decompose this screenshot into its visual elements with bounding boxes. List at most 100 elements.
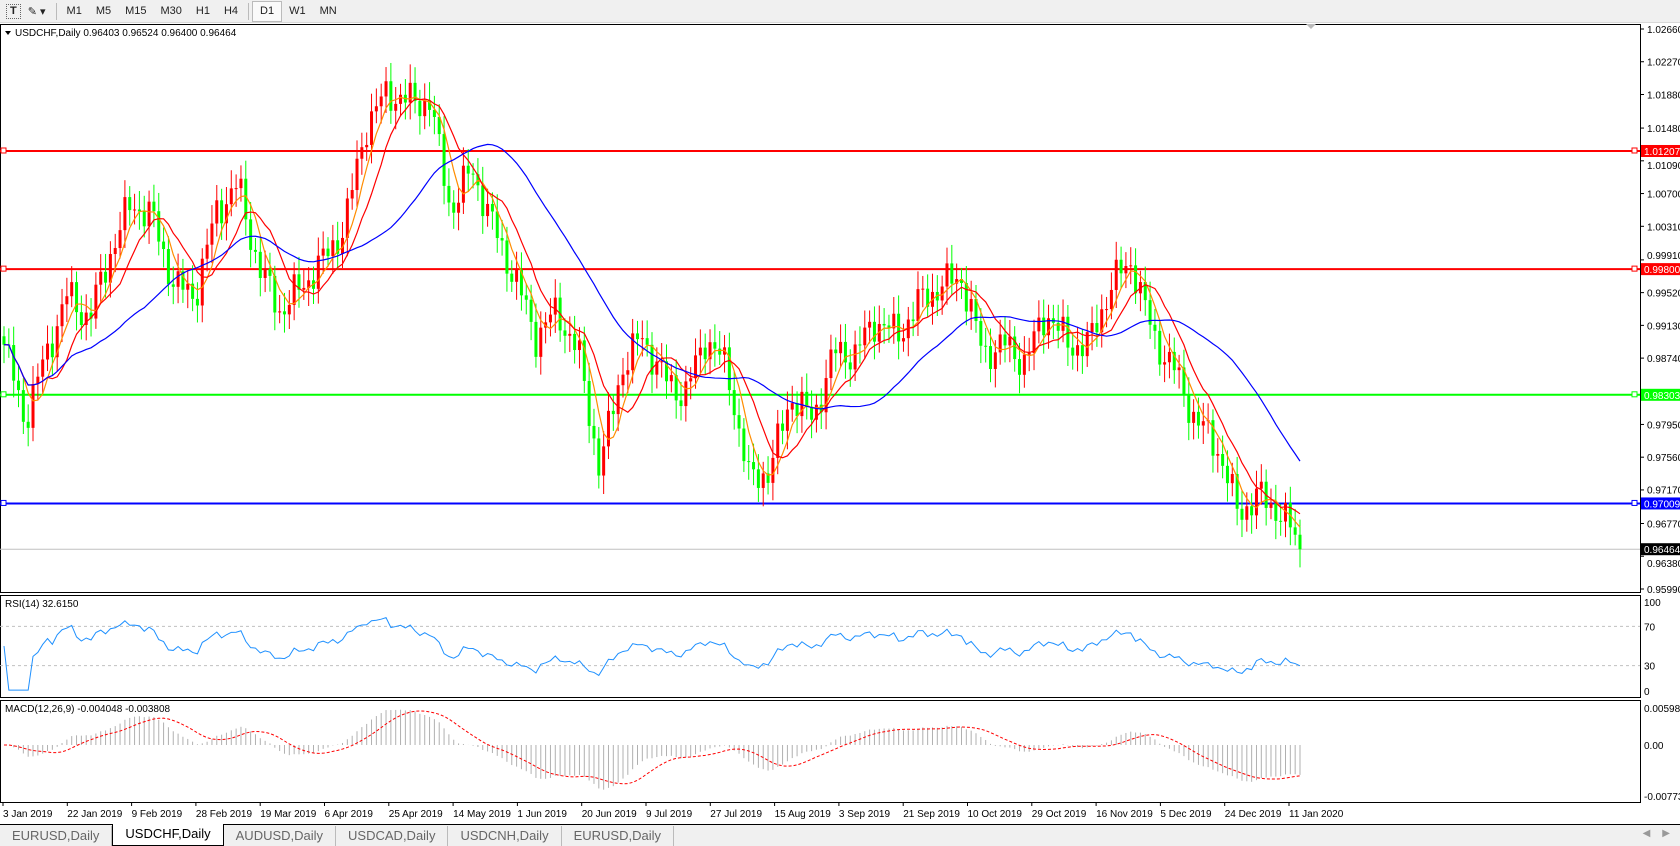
candle-body: [215, 200, 219, 224]
candle-body: [2, 336, 6, 345]
level-handle[interactable]: [1631, 265, 1638, 272]
period-h1-button[interactable]: H1: [195, 5, 210, 17]
chart-tab[interactable]: AUDUSD,Daily: [224, 826, 337, 846]
chart-tab[interactable]: USDCNH,Daily: [448, 826, 562, 846]
candle-body: [698, 347, 702, 356]
candle-body: [1182, 367, 1186, 396]
candle-body: [466, 165, 470, 174]
level-handle[interactable]: [0, 147, 7, 154]
period-d1-button[interactable]: D1: [252, 0, 283, 22]
candle-body: [413, 82, 417, 101]
candle-body: [75, 282, 79, 313]
period-m5-button[interactable]: M5: [95, 5, 112, 17]
candle-body: [824, 378, 828, 413]
candle-body: [41, 359, 45, 377]
candle-body: [781, 423, 785, 431]
level-price-badge: [1641, 263, 1680, 276]
candle-body: [350, 190, 354, 199]
candle-body: [500, 238, 504, 241]
period-m30-button[interactable]: M30: [160, 5, 182, 17]
candle-body: [341, 237, 345, 254]
candle-body: [292, 274, 296, 305]
chart-tab[interactable]: USDCHF,Daily: [112, 824, 224, 846]
period-m1-button[interactable]: M1: [66, 5, 82, 17]
candle-body: [452, 202, 456, 213]
level-handle[interactable]: [1631, 499, 1638, 506]
candle-body: [1216, 453, 1220, 456]
date-axis-label: 16 Nov 2019: [1096, 809, 1153, 820]
candle-body: [979, 321, 983, 346]
candle-body: [1196, 411, 1200, 426]
candle-body: [684, 381, 688, 407]
period-mn-button[interactable]: MN: [319, 5, 337, 17]
period-h4-button[interactable]: H4: [223, 5, 239, 17]
candle-body: [1042, 317, 1046, 336]
level-handle[interactable]: [1631, 147, 1638, 154]
candle-body: [457, 202, 461, 213]
candle-body: [195, 298, 199, 306]
candle-body: [1201, 421, 1205, 426]
level-handle[interactable]: [0, 391, 7, 398]
candle-body: [1158, 330, 1162, 365]
candle-body: [505, 240, 509, 274]
candle-body: [1085, 332, 1089, 357]
candle-body: [887, 325, 891, 329]
candle-body: [548, 314, 552, 323]
period-m15-button[interactable]: M15: [125, 5, 147, 17]
candle-body: [355, 158, 359, 191]
date-axis-label: 27 Jul 2019: [710, 809, 762, 820]
candle-body: [853, 344, 857, 370]
candle-body: [1221, 453, 1225, 466]
date-axis-label: 3 Sep 2019: [839, 809, 891, 820]
candle-body: [901, 338, 905, 342]
chart-tab[interactable]: EURUSD,Daily: [562, 826, 674, 846]
candle-body: [1283, 502, 1287, 522]
candle-body: [1293, 527, 1297, 535]
candle-body: [689, 378, 693, 382]
candle-body: [635, 333, 639, 340]
candle-body: [660, 361, 664, 363]
candle-body: [800, 391, 804, 417]
date-axis-label: 9 Jul 2019: [646, 809, 693, 820]
line-tools-icon[interactable]: ✎ ▾: [27, 5, 46, 18]
candle-body: [945, 263, 949, 287]
candle-body: [1167, 351, 1171, 363]
chart-tab[interactable]: USDCAD,Daily: [336, 826, 449, 846]
scroll-left-icon[interactable]: ◀: [1642, 828, 1651, 839]
candle-body: [36, 376, 40, 385]
candle-body: [220, 200, 224, 224]
scroll-right-icon[interactable]: ▶: [1662, 828, 1670, 839]
candle-body: [50, 343, 54, 358]
candle-body: [708, 342, 712, 360]
chart-tab[interactable]: EURUSD,Daily: [0, 826, 113, 846]
collapse-arrow-icon[interactable]: [5, 31, 11, 35]
level-price-label: 0.98303: [1644, 391, 1680, 402]
candle-body: [471, 173, 475, 175]
candle-body: [703, 347, 707, 360]
level-handle[interactable]: [0, 499, 7, 506]
candle-body: [442, 134, 446, 186]
candle-body: [147, 201, 151, 227]
candle-body: [1032, 331, 1036, 354]
candle-body: [447, 185, 451, 203]
level-price-label: 0.99800: [1644, 265, 1680, 276]
candle-body: [166, 249, 170, 285]
candle-body: [273, 275, 277, 313]
level-handle[interactable]: [1631, 391, 1638, 398]
candle-body: [655, 361, 659, 375]
candle-body: [379, 96, 383, 107]
price-axis-label: 0.97170: [1647, 485, 1680, 496]
date-axis-label: 10 Oct 2019: [968, 809, 1023, 820]
period-w1-button[interactable]: W1: [289, 5, 306, 17]
candle-body: [776, 423, 780, 458]
candle-body: [602, 446, 606, 476]
candle-body: [326, 248, 330, 257]
chart-canvas[interactable]: 1.02660 1.02270 1.01880 1.01480 1.01090 1.007…: [0, 0, 1680, 824]
toolbar-divider: [248, 2, 250, 20]
candle-body: [1163, 362, 1167, 365]
ma-slow-line: [3, 143, 1301, 462]
candle-body: [916, 289, 920, 322]
text-tool-icon[interactable]: T: [6, 3, 21, 19]
level-handle[interactable]: [0, 265, 7, 272]
date-axis-label: 6 Apr 2019: [325, 809, 374, 820]
